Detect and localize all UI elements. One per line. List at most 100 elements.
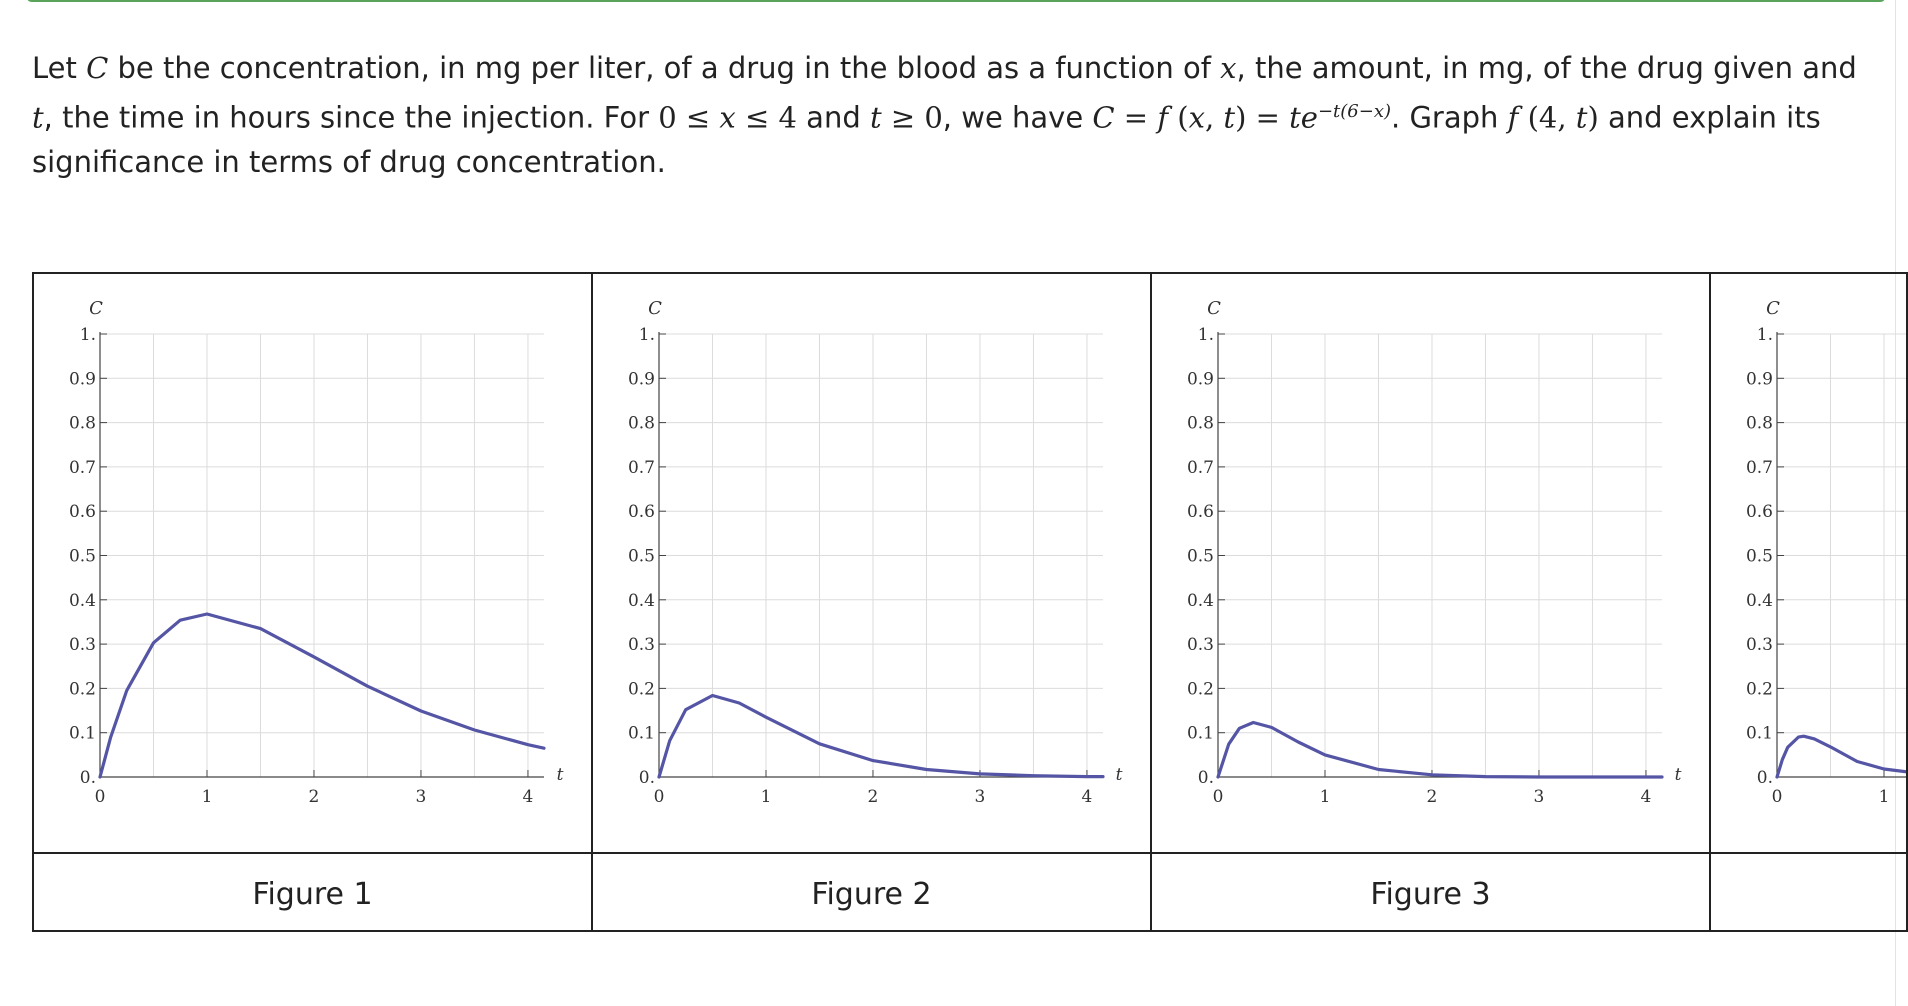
y-tick-label: 0.6 [69, 502, 96, 522]
y-tick-label: 1. [1198, 325, 1214, 345]
question-text-segment: , we have [942, 100, 1093, 135]
y-tick-label: 0.5 [1746, 547, 1773, 567]
y-tick-label: 0.4 [1187, 591, 1214, 611]
x-tick-label: 0 [95, 787, 106, 807]
math-segment: (4, [1518, 100, 1576, 135]
y-tick-label: 0. [80, 768, 96, 788]
concentration-curve [1216, 720, 1664, 779]
y-tick-label: 0.9 [1187, 369, 1214, 389]
y-tick-label: 0.3 [628, 635, 655, 655]
math-segment: C [86, 51, 109, 85]
math-segment: f [1157, 100, 1169, 135]
figure-4-plot-cell: 0. 0.1 0.2 0.3 0.4 0.5 0.6 0.7 0.8 0.9 1. 0 1 C [1709, 272, 1908, 854]
math-segment: ) = [1235, 100, 1290, 135]
y-tick-label: 0.6 [1187, 502, 1214, 522]
math-segment: t [869, 100, 882, 135]
y-tick-label: 0.5 [69, 547, 96, 567]
y-tick-label: 0. [1757, 768, 1773, 788]
x-tick-label: 1 [761, 787, 772, 807]
question-text-segment: and explain its significance in terms of… [32, 100, 1821, 179]
figure-1-caption-cell: Figure 1 [32, 852, 593, 932]
question-text-segment: and [796, 100, 870, 135]
figure-3-caption-cell: Figure 3 [1150, 852, 1711, 932]
x-tick-label: 1 [202, 787, 213, 807]
x-axis-label: t [557, 765, 564, 785]
math-segment: ( [1168, 100, 1189, 135]
math-segment: ≤ 4 [735, 100, 797, 135]
y-tick-label: 0.8 [628, 414, 655, 434]
y-tick-label: 0.2 [69, 679, 96, 699]
math-segment: t [32, 100, 44, 135]
y-tick-label: 0.9 [69, 369, 96, 389]
figure-1-chart: 0. 0.1 0.2 0.3 0.4 0.5 0.6 0.7 0.8 0.9 1. 0 1 2 3 4 Ct [69, 298, 564, 807]
concentration-curve [657, 693, 1105, 779]
math-segment: x [1188, 100, 1205, 135]
y-tick-label: 0.2 [628, 679, 655, 699]
x-tick-label: 2 [309, 787, 320, 807]
y-tick-label: 0.3 [69, 635, 96, 655]
y-tick-label: 0.9 [1746, 369, 1773, 389]
y-tick-label: 0.8 [1187, 414, 1214, 434]
y-tick-label: 1. [80, 325, 96, 345]
math-segment: = [1114, 100, 1158, 135]
y-tick-label: 0.7 [1187, 458, 1214, 478]
figure-3-chart: 0. 0.1 0.2 0.3 0.4 0.5 0.6 0.7 0.8 0.9 1. 0 1 2 3 4 Ct [1187, 298, 1682, 807]
figure-2-chart: 0. 0.1 0.2 0.3 0.4 0.5 0.6 0.7 0.8 0.9 1. 0 1 2 3 4 Ct [628, 298, 1123, 807]
y-tick-label: 0.2 [1187, 679, 1214, 699]
math-segment: t [1223, 100, 1236, 135]
y-axis-label: C [1207, 298, 1221, 319]
y-tick-label: 0.1 [628, 724, 655, 744]
y-tick-label: 0.8 [1746, 414, 1773, 434]
math-segment: , [1204, 100, 1224, 135]
y-tick-label: 0.7 [69, 458, 96, 478]
figure-2-caption: Figure 2 [811, 876, 932, 912]
figure-4-caption-cell [1709, 852, 1908, 932]
x-tick-label: 4 [1641, 787, 1652, 807]
y-tick-label: 0.5 [628, 547, 655, 567]
question-text-segment: , the time in hours since the injection.… [43, 100, 659, 135]
y-axis-label: C [89, 298, 103, 319]
x-tick-label: 2 [1427, 787, 1438, 807]
x-axis-label: t [1675, 765, 1682, 785]
math-segment: f [1507, 100, 1519, 135]
y-tick-label: 0.1 [1746, 724, 1773, 744]
x-tick-label: 3 [975, 787, 986, 807]
y-tick-label: 0.4 [1746, 591, 1773, 611]
x-tick-label: 1 [1320, 787, 1331, 807]
y-tick-label: 0.3 [1187, 635, 1214, 655]
math-segment: ) [1587, 100, 1599, 135]
figure-3-caption: Figure 3 [1370, 876, 1491, 912]
x-tick-label: 4 [523, 787, 534, 807]
concentration-curve [98, 612, 546, 779]
y-axis-label: C [648, 298, 662, 319]
question-text: Let C be the concentration, in mg per li… [32, 46, 1877, 184]
math-segment: x [1220, 51, 1237, 85]
y-tick-label: 0.8 [69, 414, 96, 434]
math-segment: C [1092, 100, 1115, 135]
y-tick-label: 0.9 [628, 369, 655, 389]
math-segment: −t(6−x) [1317, 101, 1392, 122]
math-segment: x [719, 100, 736, 135]
y-tick-label: 0.6 [1746, 502, 1773, 522]
math-segment: 0 ≤ [658, 100, 720, 135]
math-segment: te [1289, 100, 1318, 135]
figure-4-chart: 0. 0.1 0.2 0.3 0.4 0.5 0.6 0.7 0.8 0.9 1. 0 1 C [1746, 298, 1905, 807]
math-segment: t [1575, 100, 1588, 135]
x-tick-label: 0 [1772, 787, 1783, 807]
question-text-segment: , the amount, in mg, of the drug given a… [1236, 51, 1857, 85]
x-tick-label: 0 [654, 787, 665, 807]
y-tick-label: 0.4 [628, 591, 655, 611]
y-tick-label: 0.1 [69, 724, 96, 744]
y-tick-label: 0.7 [628, 458, 655, 478]
y-tick-label: 0.5 [1187, 547, 1214, 567]
question-text-segment: . Graph [1391, 100, 1508, 135]
x-tick-label: 3 [416, 787, 427, 807]
y-axis-label: C [1766, 298, 1780, 319]
y-tick-label: 1. [1757, 325, 1773, 345]
figure-2-caption-cell: Figure 2 [591, 852, 1152, 932]
y-tick-label: 0.4 [69, 591, 96, 611]
x-tick-label: 3 [1534, 787, 1545, 807]
